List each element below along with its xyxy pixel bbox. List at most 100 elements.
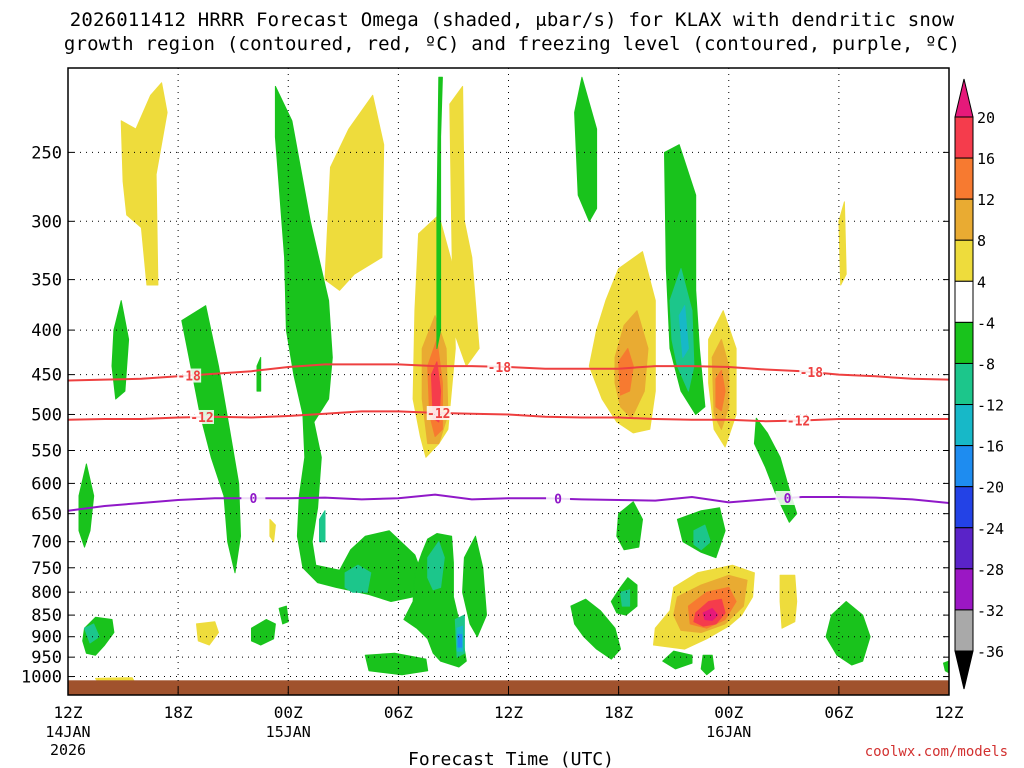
contour-label-bg-0-1 (487, 359, 512, 374)
colorbar-label-1: 16 (977, 150, 995, 168)
omega-region-8 (779, 574, 798, 629)
omega-region-48 (344, 564, 372, 593)
contour-label-bg-2-1 (546, 491, 571, 506)
colorbar-band-2 (954, 198, 974, 241)
colorbar-band-4 (954, 280, 974, 323)
colorbar-label-7: -12 (977, 397, 1004, 415)
chart-title-line1: 2026011412 HRRR Forecast Omega (shaded, … (69, 9, 955, 31)
contour-label-1-1: -12 (427, 407, 450, 422)
omega-region-49 (427, 541, 445, 591)
colorbar-label-2: 12 (977, 191, 995, 209)
y-tick-label-550: 550 (31, 442, 62, 462)
colorbar-label-4: 4 (977, 273, 986, 291)
y-axis: 2503003504004505005506006507007508008509… (21, 143, 949, 688)
y-tick-label-750: 750 (31, 559, 62, 579)
contour-label-bg-0-2 (799, 365, 824, 380)
x-tick-year-0: 2026 (50, 741, 86, 759)
omega-region-35 (616, 501, 643, 551)
contour-label-0-2: -18 (800, 366, 824, 381)
gridlines (68, 68, 949, 695)
colorbar-band-0 (954, 116, 974, 159)
colorbar-band-12 (954, 609, 974, 652)
x-tick-date-6: 16JAN (706, 723, 751, 741)
colorbar-label-3: 8 (977, 232, 986, 250)
y-tick-label-300: 300 (31, 212, 62, 232)
omega-region-2 (449, 85, 480, 367)
x-tick-label-5: 18Z (604, 703, 633, 722)
colorbar-band-11 (954, 568, 974, 611)
omega-region-41 (78, 463, 95, 548)
omega-region-40 (662, 650, 693, 670)
contour-2 (68, 493, 949, 512)
contour-label-bg-2-0 (241, 491, 266, 506)
colorbar: 20 16 12 8 4 -4 -8 -12 -16 -20 -24 -28 -32 -36 (954, 78, 1004, 690)
colorbar-label-12: -32 (977, 602, 1004, 620)
y-tick-label-450: 450 (31, 366, 62, 386)
omega-region-45 (256, 356, 262, 392)
omega-region-44 (278, 605, 289, 625)
x-tick-label-0: 12Z (54, 703, 83, 722)
contour-label-bg-0-0 (177, 368, 202, 383)
x-tick-label-6: 00Z (714, 703, 743, 722)
credit-link[interactable]: coolwx.com/models (864, 744, 1008, 760)
omega-region-31 (403, 533, 467, 668)
omega-region-53 (84, 623, 100, 644)
omega-region-28 (574, 76, 598, 222)
omega-region-54 (620, 589, 631, 607)
x-axis-label: Forecast Time (UTC) (408, 749, 614, 768)
omega-region-51 (319, 510, 326, 543)
omega-region-0 (120, 82, 168, 286)
omega-region-52 (693, 524, 711, 551)
omega-region-46 (943, 660, 949, 674)
colorbar-label-9: -20 (977, 479, 1004, 497)
omega-region-20 (715, 369, 726, 412)
contour-label-bg-1-1 (426, 406, 451, 421)
omega-region-32 (462, 535, 487, 638)
contour-layer: -18 -18 -18 -12 -12 -12 0 0 0 (68, 359, 949, 512)
contour-label-1-0: -12 (190, 411, 213, 426)
y-tick-label-950: 950 (31, 648, 62, 668)
y-tick-label-800: 800 (31, 583, 62, 603)
omega-region-9 (196, 621, 219, 646)
omega-region-33 (570, 598, 621, 660)
contour-label-1-2: -12 (787, 415, 810, 430)
omega-region-43 (251, 619, 276, 646)
x-tick-label-1: 18Z (164, 703, 193, 722)
y-tick-label-400: 400 (31, 321, 62, 341)
chart-title-line2: growth region (contoured, red, ºC) and f… (63, 33, 961, 55)
y-tick-label-250: 250 (31, 143, 62, 163)
omega-region-19 (618, 348, 634, 396)
colorbar-band-10 (954, 527, 974, 570)
colorbar-label-13: -36 (977, 643, 1004, 661)
y-tick-label-350: 350 (31, 271, 62, 291)
colorbar-band-1 (954, 157, 974, 200)
colorbar-over-arrow (954, 78, 974, 118)
omega-shading-layer (68, 76, 949, 695)
colorbar-label-10: -24 (977, 520, 1004, 538)
omega-region-26 (111, 300, 130, 400)
y-tick-label-700: 700 (31, 533, 62, 553)
y-tick-label-500: 500 (31, 405, 62, 425)
contour-label-bg-1-2 (786, 413, 811, 428)
x-tick-label-7: 06Z (824, 703, 853, 722)
contour-label-0-1: -18 (488, 361, 512, 376)
y-tick-label-850: 850 (31, 606, 62, 626)
x-tick-date-2: 15JAN (266, 723, 311, 741)
colorbar-band-3 (954, 239, 974, 282)
y-tick-label-1000: 1000 (21, 668, 62, 688)
omega-region-38 (700, 654, 715, 676)
omega-region-23 (702, 607, 719, 621)
colorbar-band-6 (954, 362, 974, 406)
omega-region-6 (838, 201, 847, 286)
contour-label-bg-1-0 (189, 409, 214, 424)
omega-region-25 (181, 305, 241, 574)
omega-region-39 (364, 652, 429, 676)
colorbar-label-6: -8 (977, 355, 995, 373)
contour-label-2-2: 0 (784, 492, 792, 507)
x-tick-label-4: 12Z (494, 703, 523, 722)
x-tick-label-3: 06Z (384, 703, 413, 722)
omega-region-57 (457, 634, 463, 648)
contour-label-bg-2-2 (775, 490, 800, 505)
